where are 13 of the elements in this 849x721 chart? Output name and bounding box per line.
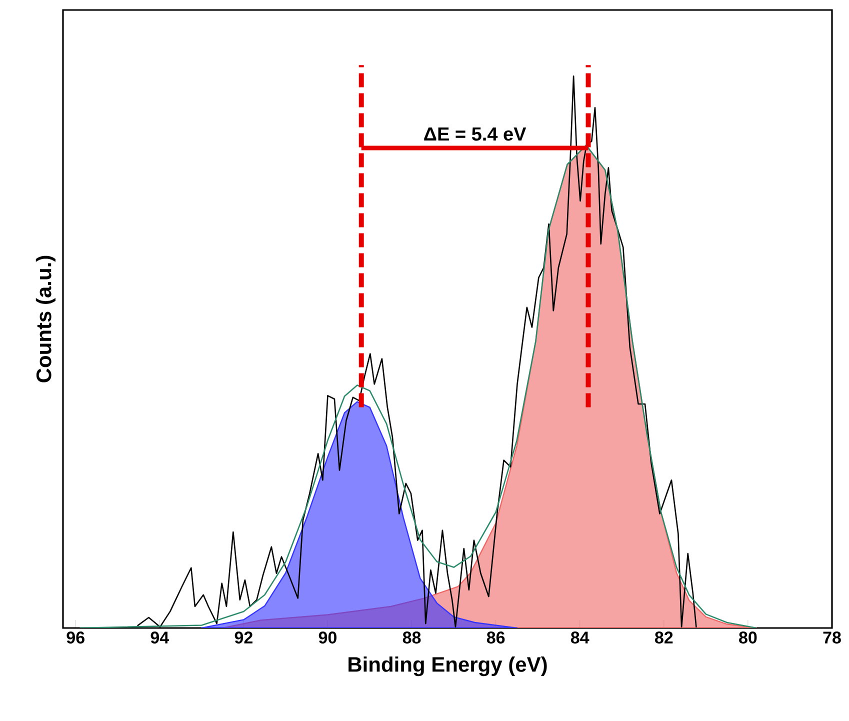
- annotation: ΔE = 5.4 eV: [424, 127, 526, 141]
- x-tick-label: 84: [570, 632, 590, 644]
- y-axis-title: Counts (a.u.): [36, 256, 56, 382]
- x-tick-label: 78: [823, 632, 841, 644]
- x-tick-label: 90: [318, 632, 336, 644]
- x-tick-label: 92: [234, 632, 252, 644]
- x-tick-label: 94: [150, 632, 170, 644]
- x-tick-label: 88: [402, 632, 421, 644]
- x-tick-label: 82: [654, 632, 673, 644]
- x-tick-label: 96: [66, 632, 84, 644]
- x-tick-label: 80: [739, 632, 757, 644]
- x-tick-label: 86: [486, 632, 505, 644]
- x-axis-title: Binding Energy (eV): [348, 656, 547, 676]
